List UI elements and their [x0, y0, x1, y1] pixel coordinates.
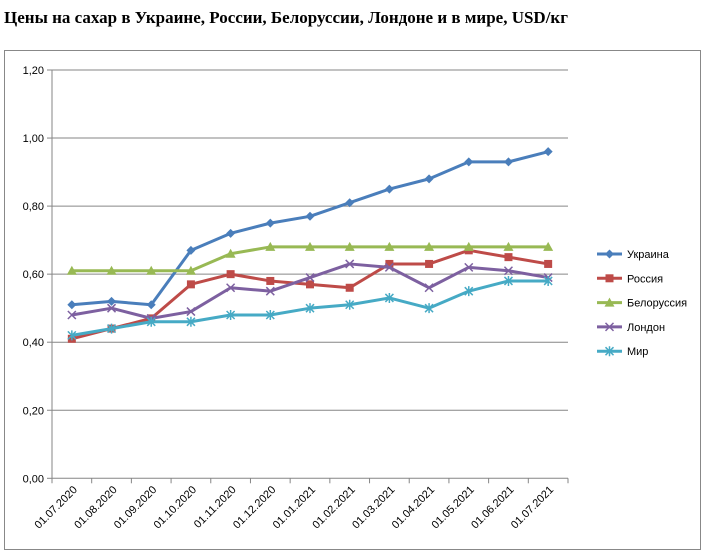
y-tick-label: 0,60 — [23, 269, 44, 281]
chart-frame — [4, 50, 701, 550]
series-2-point — [344, 241, 355, 251]
y-tick-label: 1,00 — [23, 133, 44, 145]
series-2-point — [543, 241, 554, 251]
y-tick-label: 0,00 — [23, 473, 44, 485]
series-3-point — [226, 283, 236, 293]
series-1-point — [186, 280, 195, 289]
series-0-point — [305, 211, 315, 221]
series-4-point — [543, 275, 553, 286]
series-1-point — [544, 259, 553, 268]
legend-label: Мир — [627, 346, 648, 358]
legend-marker — [604, 322, 615, 332]
y-tick-label: 1,20 — [23, 65, 44, 77]
series-2-point — [265, 241, 276, 251]
x-tick-label: 01.10.2020 — [152, 484, 199, 531]
series-0-point — [186, 245, 196, 255]
series-4-point — [345, 299, 355, 310]
series-0-point — [67, 300, 77, 310]
series-1-point — [345, 283, 354, 292]
legend-marker — [605, 274, 614, 283]
series-2-point — [305, 241, 315, 251]
series-2-point — [146, 265, 157, 275]
x-tick-label: 01.07.2021 — [509, 484, 556, 531]
series-3-point — [424, 283, 434, 293]
series-0-point — [345, 198, 355, 208]
series-1-point — [266, 276, 275, 285]
series-2-point — [225, 248, 236, 258]
series-2-point — [463, 241, 474, 251]
series-3-point — [265, 286, 275, 296]
series-3-point — [345, 259, 355, 269]
series-3-point — [464, 262, 474, 272]
series-3-point — [107, 303, 117, 313]
legend-label: Россия — [627, 273, 663, 285]
chart-title: Цены на сахар в Украине, России, Белорус… — [4, 8, 568, 27]
series-1-point — [425, 259, 434, 268]
series-4-point — [67, 330, 77, 341]
series-4-point — [384, 292, 394, 303]
series-4-point — [146, 316, 156, 327]
series-4-point — [503, 275, 513, 286]
series-2-point — [424, 241, 435, 251]
series-0-point — [107, 296, 117, 306]
series-2-point — [503, 241, 514, 251]
legend-marker — [605, 249, 614, 259]
series-1-line — [71, 248, 549, 341]
series-0-point — [543, 147, 553, 157]
legend-label: Лондон — [627, 322, 665, 334]
series-4-point — [226, 309, 236, 320]
series-0-point — [464, 157, 474, 167]
series-4-point — [107, 323, 117, 334]
series-4-point — [265, 309, 275, 320]
series-0-point — [226, 228, 236, 238]
series-2-point — [66, 265, 77, 275]
series-3-point — [503, 266, 513, 276]
series-4-point — [424, 303, 434, 314]
y-tick-label: 0,40 — [23, 337, 44, 349]
series-2-point — [384, 241, 395, 251]
series-3-point — [305, 273, 315, 283]
legend-marker — [604, 297, 615, 307]
series-0-point — [384, 184, 394, 194]
series-0-point — [503, 157, 513, 167]
series-1-point — [385, 259, 394, 268]
series-4-point — [186, 316, 196, 327]
series-0-point — [424, 174, 434, 184]
series-1-point — [226, 270, 235, 279]
series-4-point — [464, 286, 474, 297]
series-0-point — [146, 300, 156, 310]
legend-label: Белоруссия — [627, 298, 687, 310]
series-2-point — [106, 265, 117, 275]
legend-marker — [604, 346, 615, 357]
series-0-point — [265, 218, 275, 228]
series-3-point — [67, 310, 77, 320]
series-3-point — [186, 307, 196, 317]
legend-label: Украина — [627, 249, 670, 261]
series-3-point — [384, 262, 394, 272]
series-1-point — [306, 280, 314, 289]
y-tick-label: 0,20 — [23, 405, 44, 417]
series-1-point — [504, 253, 513, 262]
series-4-point — [305, 303, 315, 314]
y-tick-label: 0,80 — [23, 201, 44, 213]
series-2-point — [185, 265, 196, 275]
